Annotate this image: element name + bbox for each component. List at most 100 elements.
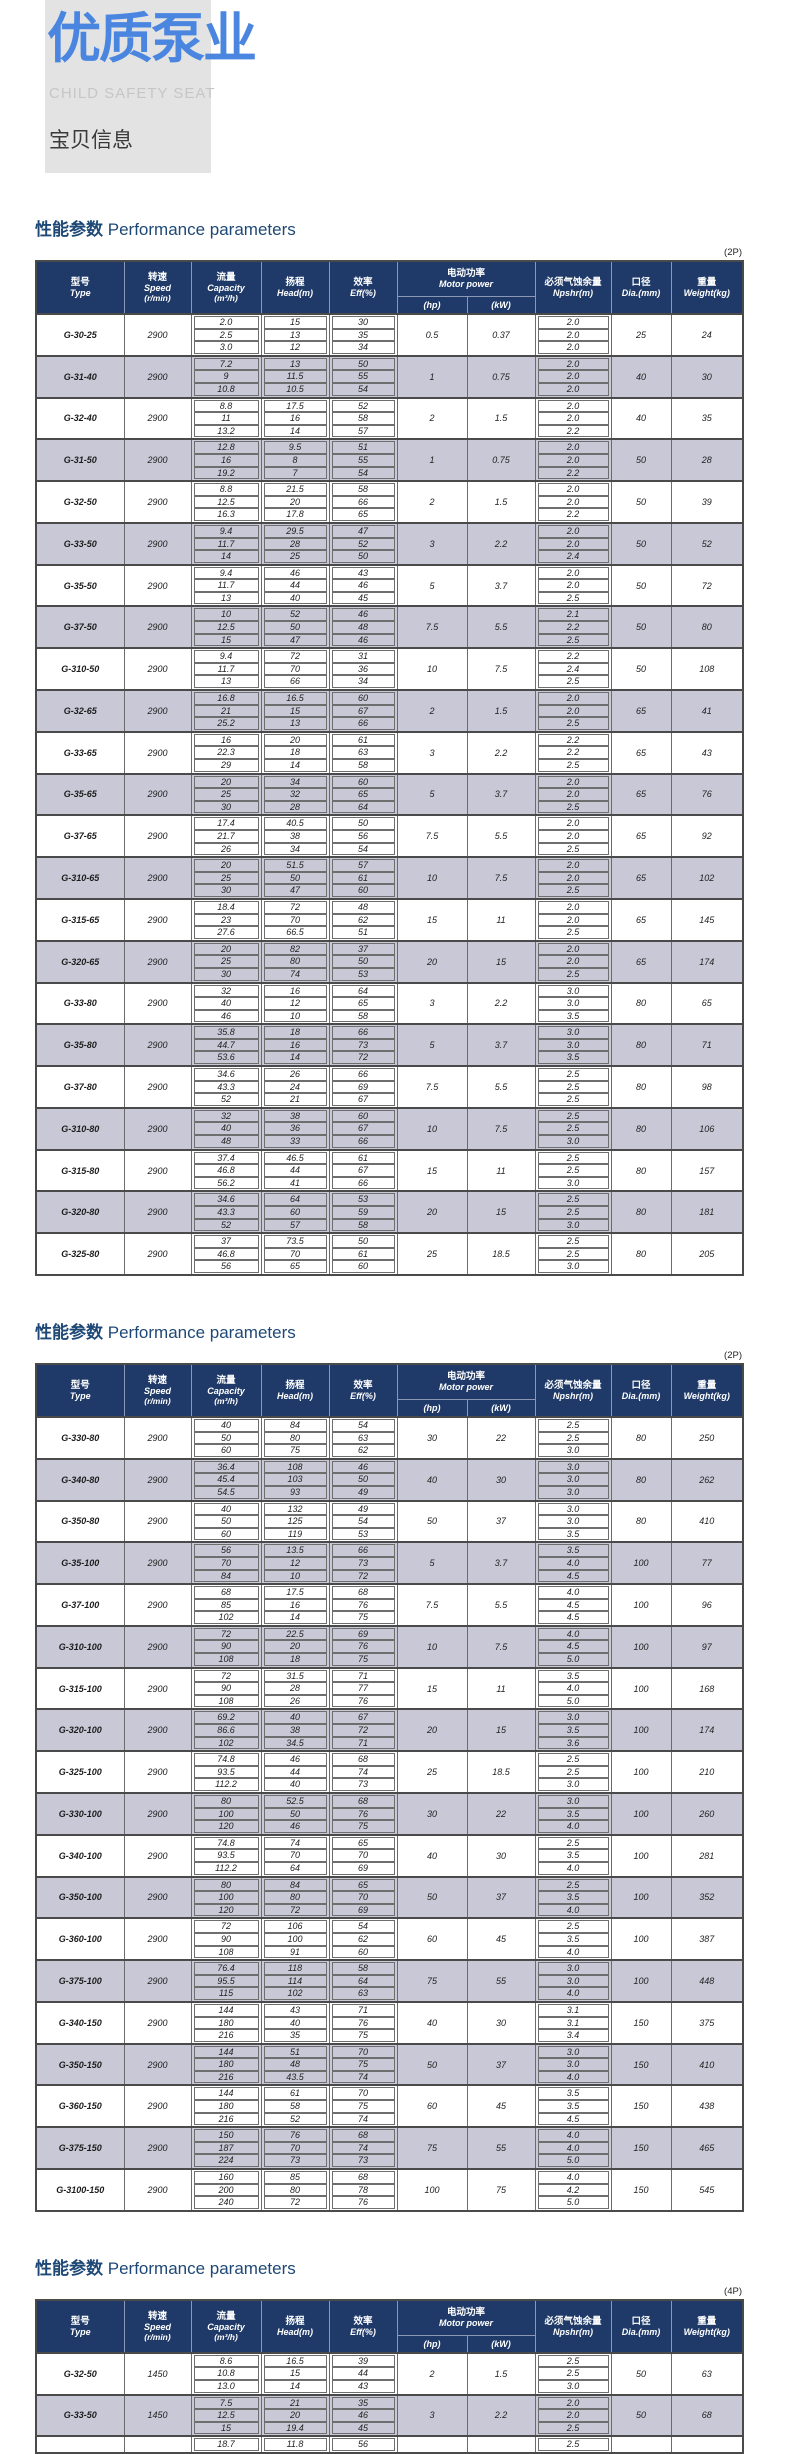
kw-cell: 7.5 <box>466 1625 536 1668</box>
head-value: 70 <box>263 913 327 927</box>
hp-cell: 2 <box>396 690 468 732</box>
speed-cell: 2900 <box>123 2001 192 2044</box>
capacity-stack: 40 50 60 <box>190 1416 262 1459</box>
head-stack: 22.5 20 18 <box>260 1625 330 1668</box>
npshr-value: 2.0 <box>537 382 609 396</box>
head-stack: 17.5 16 14 <box>260 1584 330 1626</box>
npshr-value: 3.5 <box>537 1891 609 1904</box>
eff-stack: 39 44 43 <box>328 2352 398 2395</box>
eff-value: 45 <box>331 591 395 605</box>
npshr-stack: 2.5 2.5 3.0 <box>534 1233 612 1275</box>
head-value: 44 <box>263 1164 327 1177</box>
weight-cell: 352 <box>670 1876 744 1919</box>
eff-value: 68 <box>331 1795 395 1808</box>
eff-value: 65 <box>331 508 395 521</box>
eff-stack: 50 55 54 <box>328 355 398 398</box>
head-value: 72 <box>263 2196 327 2209</box>
capacity-value: 200 <box>193 2183 259 2197</box>
head-stack: 16.5 15 13 <box>260 690 330 732</box>
eff-value: 36 <box>331 662 395 676</box>
dia-cell: 100 <box>610 1625 672 1668</box>
head-stack: 72 70 66.5 <box>260 898 330 941</box>
kw-cell: 1.5 <box>466 2352 536 2395</box>
hp-cell: 3 <box>396 731 468 774</box>
npshr-value: 2.4 <box>537 662 609 676</box>
head-value: 40 <box>263 1711 327 1725</box>
head-value: 16 <box>263 1598 327 1612</box>
eff-stack: 68 76 75 <box>328 1584 398 1626</box>
npshr-value: 2.0 <box>537 775 609 789</box>
npshr-value: 2.0 <box>537 524 609 538</box>
col-speed-header: 转速 Speed (r/min) <box>123 260 192 315</box>
dia-cell: 80 <box>610 1149 672 1192</box>
capacity-value: 43.3 <box>193 1080 259 1094</box>
eff-value: 76 <box>331 1694 395 1708</box>
pump-row-group: G-31-40 2900 7.2 9 10.8 13 11.5 10.5 50 55 54 1 0.75… <box>35 355 744 398</box>
capacity-value: 74.8 <box>193 1753 259 1766</box>
model-cell: G-350-80 <box>35 1500 125 1543</box>
head-stack: 84 80 75 <box>260 1416 330 1459</box>
capacity-stack: 36.4 45.4 54.5 <box>190 1458 262 1501</box>
eff-value: 73 <box>331 2154 395 2168</box>
col-hp-header: (hp) <box>396 296 468 315</box>
speed-cell: 2900 <box>123 857 192 899</box>
npshr-value: 2.1 <box>537 608 609 622</box>
model-cell: G-32-40 <box>35 397 125 440</box>
eff-stack: 31 36 34 <box>328 648 398 691</box>
npshr-value: 2.5 <box>537 2367 609 2380</box>
model-cell: G-340-80 <box>35 1458 125 1501</box>
kw-cell: 7.5 <box>466 857 536 899</box>
speed-cell: 2900 <box>123 1876 192 1919</box>
npshr-value: 2.0 <box>537 829 609 843</box>
kw-cell: 37 <box>466 1500 536 1543</box>
npshr-stack: 2.0 2.0 2.5 <box>534 940 612 983</box>
eff-stack: 61 63 58 <box>328 731 398 774</box>
speed-cell: 2900 <box>123 898 192 941</box>
capacity-value: 90 <box>193 1682 259 1695</box>
speed-cell: 2900 <box>123 648 192 691</box>
npshr-stack: 3.5 3.5 4.5 <box>534 2085 612 2128</box>
head-stack: 106 100 91 <box>260 1918 330 1961</box>
weight-cell: 92 <box>670 815 744 858</box>
model-cell: G-32-50 <box>35 481 125 523</box>
speed-cell: 2900 <box>123 731 192 774</box>
speed-cell: 2900 <box>123 314 192 356</box>
npshr-stack: 2.0 2.0 2.5 <box>534 898 612 941</box>
speed-cell: 2900 <box>123 1500 192 1543</box>
pump-row-group: G-32-40 2900 8.8 11 13.2 17.5 16 14 52 58 57 2 1.5 2.… <box>35 397 744 440</box>
eff-value: 54 <box>331 466 395 480</box>
npshr-value: 3.0 <box>537 1473 609 1486</box>
eff-value: 68 <box>331 2129 395 2142</box>
pump-row-group: G-30-25 2900 2.0 2.5 3.0 15 13 12 30 35 34 0.5 0.37 2… <box>35 314 744 356</box>
hp-cell: 25 <box>396 1233 468 1275</box>
capacity-value: 37.4 <box>193 1151 259 1165</box>
npshr-value: 2.5 <box>537 1109 609 1123</box>
head-stack: 38 36 33 <box>260 1107 330 1150</box>
dia-cell: 150 <box>610 2127 672 2170</box>
capacity-value: 46.8 <box>193 1247 259 1261</box>
dia-cell: 100 <box>610 1793 672 1835</box>
hp-cell: 5 <box>396 773 468 816</box>
npshr-value: 2.5 <box>537 1235 609 1248</box>
pump-row-group: G-320-65 2900 20 25 30 82 80 74 37 50 53 20 15 2.0 2.0… <box>35 940 744 983</box>
eff-stack: 53 59 58 <box>328 1191 398 1234</box>
col-motor-power-header: 电动功率 Motor power <box>396 1363 536 1400</box>
npshr-stack: 2.0 2.0 2.5 <box>534 2394 612 2437</box>
npshr-value: 3.0 <box>537 1515 609 1528</box>
capacity-stack: 16 22.3 29 <box>190 731 262 774</box>
pump-row-group: G-375-100 2900 76.4 95.5 115 118 114 102 58 64 63 7… <box>35 1960 744 2002</box>
head-value: 29.5 <box>263 524 327 538</box>
weight-cell: 72 <box>670 564 744 607</box>
capacity-stack: 150 187 224 <box>190 2127 262 2170</box>
head-value: 12 <box>263 997 327 1010</box>
hp-cell: 3 <box>396 522 468 565</box>
head-value: 43 <box>263 2003 327 2017</box>
capacity-value: 240 <box>193 2196 259 2209</box>
head-value: 12 <box>263 341 327 354</box>
capacity-stack: 80 100 120 <box>190 1793 262 1835</box>
model-cell: G-340-150 <box>35 2001 125 2044</box>
eff-stack: 68 78 76 <box>328 2169 398 2211</box>
capacity-value: 30 <box>193 884 259 897</box>
capacity-value: 69.2 <box>193 1711 259 1725</box>
capacity-stack: 7.5 12.5 15 <box>190 2394 262 2437</box>
